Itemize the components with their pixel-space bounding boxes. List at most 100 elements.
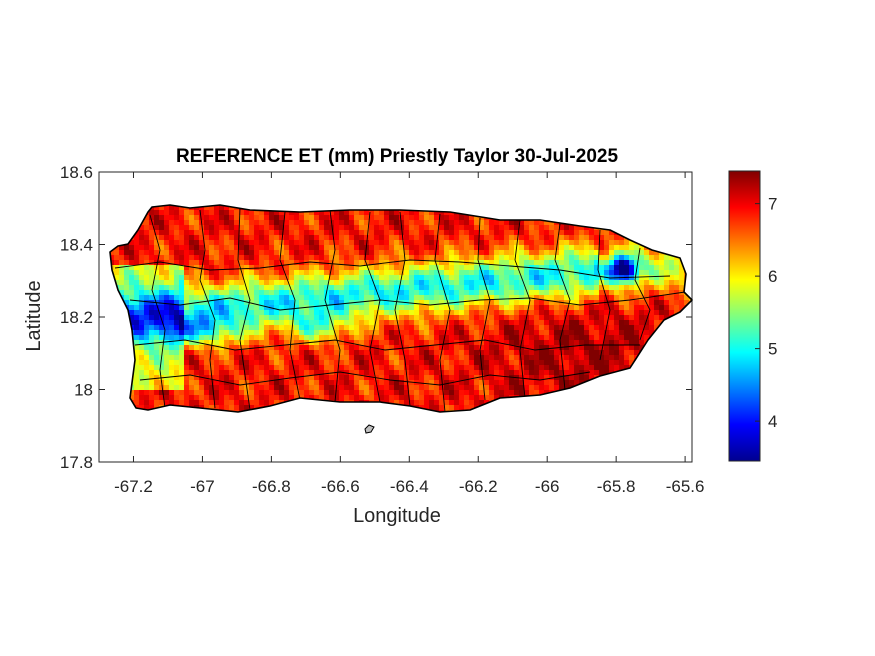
- heatmap-cell: [154, 325, 160, 331]
- heatmap-cell: [484, 295, 490, 301]
- heatmap-cell: [444, 285, 450, 291]
- heatmap-cell: [124, 265, 130, 271]
- heatmap-cell: [154, 350, 160, 356]
- heatmap-cell: [274, 375, 280, 381]
- heatmap-cell: [319, 305, 325, 311]
- heatmap-cell: [619, 235, 625, 241]
- heatmap-cell: [474, 400, 480, 406]
- heatmap-cell: [184, 220, 190, 226]
- heatmap-cell: [339, 280, 345, 286]
- heatmap-cell: [314, 315, 320, 321]
- heatmap-cell: [424, 240, 430, 246]
- heatmap-cell: [614, 365, 620, 371]
- heatmap-cell: [404, 335, 410, 341]
- heatmap-cell: [239, 325, 245, 331]
- heatmap-cell: [564, 335, 570, 341]
- heatmap-cell: [624, 240, 630, 246]
- heatmap-cell: [534, 225, 540, 231]
- heatmap-cell: [189, 380, 195, 386]
- heatmap-cell: [624, 340, 630, 346]
- heatmap-cell: [249, 405, 255, 411]
- heatmap-cell: [579, 280, 585, 286]
- heatmap-cell: [494, 365, 500, 371]
- heatmap-cell: [454, 215, 460, 221]
- heatmap-cell: [259, 315, 265, 321]
- heatmap-cell: [434, 260, 440, 266]
- heatmap-cell: [249, 325, 255, 331]
- heatmap-cell: [409, 265, 415, 271]
- heatmap-cell: [189, 235, 195, 241]
- heatmap-cell: [354, 305, 360, 311]
- heatmap-cell: [349, 280, 355, 286]
- heatmap-cell: [629, 355, 635, 361]
- heatmap-cell: [364, 345, 370, 351]
- heatmap-cell: [349, 240, 355, 246]
- heatmap-cell: [379, 230, 385, 236]
- heatmap-cell: [659, 300, 665, 306]
- heatmap-cell: [369, 265, 375, 271]
- heatmap-cell: [149, 225, 155, 231]
- heatmap-cell: [569, 315, 575, 321]
- heatmap-cell: [184, 235, 190, 241]
- heatmap-cell: [129, 270, 135, 276]
- heatmap-cell: [219, 310, 225, 316]
- heatmap-cell: [449, 245, 455, 251]
- heatmap-cell: [314, 240, 320, 246]
- heatmap-cell: [494, 265, 500, 271]
- heatmap-cell: [279, 345, 285, 351]
- heatmap-cell: [264, 365, 270, 371]
- heatmap-cell: [294, 265, 300, 271]
- heatmap-cell: [584, 265, 590, 271]
- heatmap-cell: [159, 330, 165, 336]
- heatmap-cell: [189, 360, 195, 366]
- heatmap-cell: [434, 400, 440, 406]
- heatmap-cell: [279, 230, 285, 236]
- heatmap-cell: [579, 300, 585, 306]
- heatmap-cell: [514, 385, 520, 391]
- heatmap-cell: [169, 385, 175, 391]
- heatmap-cell: [454, 260, 460, 266]
- heatmap-cell: [239, 280, 245, 286]
- heatmap-cell: [449, 250, 455, 256]
- heatmap-cell: [589, 295, 595, 301]
- heatmap-cell: [164, 390, 170, 396]
- heatmap-cell: [274, 285, 280, 291]
- heatmap-cell: [494, 235, 500, 241]
- heatmap-cell: [634, 305, 640, 311]
- heatmap-cell: [224, 310, 230, 316]
- heatmap-cell: [424, 295, 430, 301]
- heatmap-cell: [319, 385, 325, 391]
- heatmap-cell: [174, 260, 180, 266]
- heatmap-cell: [344, 360, 350, 366]
- heatmap-cell: [154, 380, 160, 386]
- heatmap-cell: [454, 345, 460, 351]
- heatmap-cell: [509, 230, 515, 236]
- heatmap-cell: [499, 340, 505, 346]
- heatmap-cell: [134, 400, 140, 406]
- heatmap-cell: [464, 380, 470, 386]
- heatmap-cell: [584, 335, 590, 341]
- heatmap-cell: [269, 345, 275, 351]
- heatmap-cell: [514, 335, 520, 341]
- heatmap-cell: [269, 235, 275, 241]
- heatmap-cell: [264, 350, 270, 356]
- heatmap-cell: [479, 315, 485, 321]
- heatmap-cell: [149, 210, 155, 216]
- heatmap-cell: [489, 285, 495, 291]
- heatmap-cell: [644, 260, 650, 266]
- heatmap-cell: [484, 325, 490, 331]
- heatmap-cell: [189, 325, 195, 331]
- heatmap-cell: [339, 345, 345, 351]
- heatmap-cell: [579, 270, 585, 276]
- heatmap-cell: [244, 305, 250, 311]
- heatmap-cell: [284, 390, 290, 396]
- heatmap-cell: [639, 270, 645, 276]
- heatmap-cell: [329, 360, 335, 366]
- heatmap-cell: [269, 360, 275, 366]
- heatmap-cell: [444, 215, 450, 221]
- heatmap-cell: [544, 255, 550, 261]
- heatmap-cell: [374, 265, 380, 271]
- heatmap-cell: [394, 320, 400, 326]
- heatmap-cell: [544, 315, 550, 321]
- heatmap-cell: [269, 290, 275, 296]
